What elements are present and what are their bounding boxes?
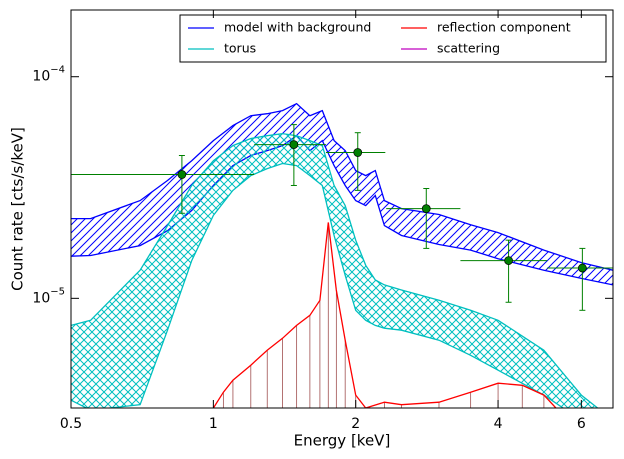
band-fill [71,103,613,285]
x-tick-label: 0.5 [60,416,82,432]
data-point [289,140,299,149]
band-edge [71,132,599,408]
legend-label: torus [224,41,256,56]
data-point [421,204,431,213]
tick-exponent: −4 [50,65,65,76]
x-tick-label: 1 [209,416,218,432]
data-point [578,263,587,273]
legend-label: reflection component [437,20,571,35]
data-point [353,148,363,157]
x-tick-label: 6 [577,416,586,432]
legend-label: model with background [224,20,371,35]
x-tick-label: 4 [494,416,503,432]
y-tick-label: 10−5 [32,286,65,306]
data-point [177,170,187,179]
plot-area [71,102,613,408]
tick-base: 10 [32,290,50,306]
band-edge [71,102,613,271]
x-tick-label: 2 [351,416,360,432]
tick-base: 10 [32,69,50,85]
data-point [504,256,513,265]
tick-exponent: −5 [50,286,65,297]
band-edge [71,162,565,408]
x-axis-label: Energy [keV] [294,432,391,450]
legend: model with background torus reflection com… [179,14,607,63]
legend-box [179,14,607,63]
y-tick-label: 10−4 [32,65,65,85]
y-axis-label: Count rate [cts/s/keV] [9,127,27,291]
legend-label: scattering [437,41,500,56]
series-line [212,222,557,408]
axes-frame [70,9,614,409]
band-fill [71,133,598,408]
